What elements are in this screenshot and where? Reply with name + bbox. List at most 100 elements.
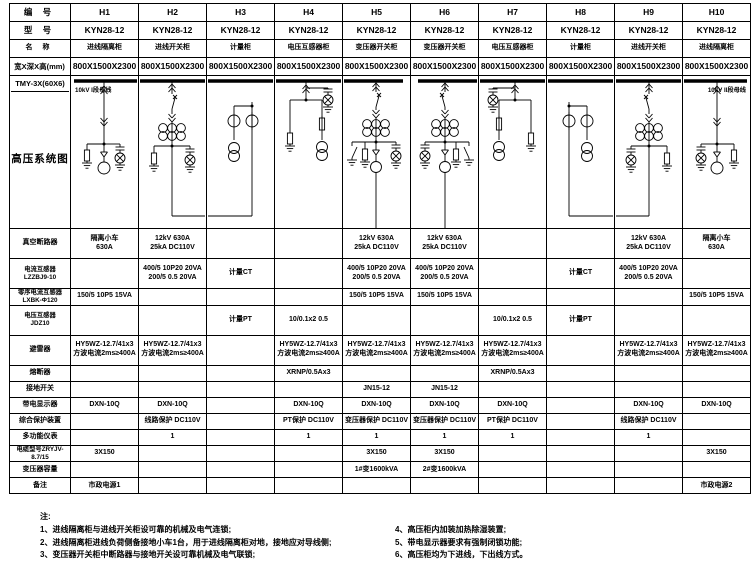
spec-cell-h8: [546, 228, 615, 259]
spec-cell-h5: 1#变1600kVA: [342, 461, 411, 479]
notes-left-column: 1、进线隔离柜与进线开关柜设可靠的机械及电气连锁; 2、进线隔离柜进线负荷侧备接地…: [40, 524, 370, 561]
spec-cell-h3: [206, 428, 275, 446]
busbar-spec-label: TMY-3X(60X6): [11, 77, 69, 92]
row-label: 避雷器: [9, 334, 71, 366]
note-line: 3、变压器开关柜中断路器与接地开关设可靠机械及电气联锁;: [40, 550, 256, 560]
spec-cell-h2: [138, 304, 207, 336]
spec-cell-h3: [206, 444, 275, 463]
spec-cell-h6: [410, 364, 479, 382]
cell-h3: 计量柜: [206, 39, 275, 58]
svg-text:10kV II段母线: 10kV II段母线: [708, 86, 747, 94]
spec-row: 多功能仪表 1 1 1 1 1 1: [9, 428, 751, 446]
row-label: 多功能仪表: [9, 428, 71, 446]
spec-cell-h8: [546, 461, 615, 479]
spec-cell-h1: [70, 461, 139, 479]
spec-cell-h10: 3X150: [682, 444, 751, 463]
spec-cell-h6: [410, 477, 479, 495]
cell-h10: KYN28-12: [682, 21, 751, 40]
cell-h7: KYN28-12: [478, 21, 547, 40]
spec-cell-h1: HY5WZ-12.7/41x3 方波电流2ms≥400A: [70, 334, 139, 366]
spec-cell-h9: [614, 380, 683, 398]
cell-h10: H10: [682, 3, 751, 22]
row-label: 备注: [9, 477, 71, 495]
spec-cell-h2: DXN-10Q: [138, 396, 207, 414]
spec-cell-h9: 1: [614, 428, 683, 446]
spec-cell-h2: [138, 380, 207, 398]
cell-h5: 800X1500X2300: [342, 57, 411, 76]
spec-cell-h10: [682, 364, 751, 382]
header-row: 宽X深X高(mm) 800X1500X2300 800X1500X2300 800X1…: [9, 57, 751, 76]
spec-cell-h3: [206, 288, 275, 306]
spec-cell-h8: [546, 396, 615, 414]
diagram-cell-h10: 10kV II段母线: [682, 75, 751, 229]
diagram-cell-h1: 10kV I段母线: [70, 75, 139, 229]
spec-cell-h1: 市政电源1: [70, 477, 139, 495]
cell-h10: 800X1500X2300: [682, 57, 751, 76]
spec-cell-h2: 1: [138, 428, 207, 446]
cell-h4: KYN28-12: [274, 21, 343, 40]
spec-cell-h7: [478, 380, 547, 398]
one-line-diagram: 10kV II段母线: [684, 79, 747, 175]
cell-h1: H1: [70, 3, 139, 22]
spec-cell-h4: [274, 380, 343, 398]
spec-cell-h4: [274, 477, 343, 495]
spec-cell-h6: 2#变1600kVA: [410, 461, 479, 479]
spec-cell-h8: [546, 288, 615, 306]
row-label: 编 号: [9, 3, 71, 22]
header-row: 名 称进线隔离柜 进线开关柜 计量柜 电压互感器柜 变压器开关柜 变压器开关柜 电压互感器柜…: [9, 39, 751, 58]
spec-cell-h5: 1: [342, 428, 411, 446]
spec-cell-h1: [70, 364, 139, 382]
note-line: 2、进线隔离柜进线负荷侧备接地小车1台，用于进线隔离柜对地，接地应对导线侧;: [40, 537, 332, 547]
row-label: 型 号: [9, 21, 71, 40]
spec-cell-h2: [138, 477, 207, 495]
spec-cell-h8: 计量PT: [546, 304, 615, 336]
one-line-diagram: [480, 79, 545, 161]
row-label: 变压器容量: [9, 461, 71, 479]
drawing-sheet: 编 号 H1 H2 H3 H4 H5 H6 H7 H8 H9 H10 型 号 KYN28-12 KYN28…: [0, 3, 751, 588]
header-row: 编 号 H1 H2 H3 H4 H5 H6 H7 H8 H9 H10: [9, 3, 751, 22]
spec-cell-h9: 线路保护 DC110V: [614, 412, 683, 430]
spec-cell-h10: [682, 258, 751, 289]
spec-row: 带电显示器 DXN-10Q DXN-10Q DXN-10Q DXN-10Q DXN-10Q…: [9, 396, 751, 414]
cell-h6: 变压器开关柜: [410, 39, 479, 58]
note-line: 6、高压柜均为下进线，下出线方式。: [395, 550, 528, 560]
spec-cell-h9: 400/5 10P20 20VA 200/5 0.5 20VA: [614, 258, 683, 289]
spec-cell-h5: 3X150: [342, 444, 411, 463]
cell-h3: KYN28-12: [206, 21, 275, 40]
spec-cell-h7: [478, 444, 547, 463]
row-label: 零序电流互感器LXBK-Φ120: [9, 288, 71, 306]
cell-h1: 进线隔离柜: [70, 39, 139, 58]
spec-cell-h1: 150/5 10P5 15VA: [70, 288, 139, 306]
spec-cell-h5: HY5WZ-12.7/41x3 方波电流2ms≥400A: [342, 334, 411, 366]
one-line-diagram: 10kV I段母线: [74, 79, 137, 175]
diagram-cell-h6: [410, 75, 479, 229]
spec-cell-h1: [70, 304, 139, 336]
spec-cell-h3: 计量PT: [206, 304, 275, 336]
cell-h9: 进线开关柜: [614, 39, 683, 58]
spec-cell-h8: 计量CT: [546, 258, 615, 289]
spec-cell-h6: JN15-12: [410, 380, 479, 398]
spec-cell-h10: [682, 412, 751, 430]
spec-cell-h2: HY5WZ-12.7/41x3 方波电流2ms≥400A: [138, 334, 207, 366]
notes-right-column: 4、高压柜内加装加热除湿装置; 5、带电显示器要求有强制闭锁功能; 6、高压柜均为下…: [395, 524, 725, 561]
spec-cell-h3: [206, 334, 275, 366]
diagram-row: TMY-3X(60X6) 高压系统图 10kV I段母线 10kV II段母线: [9, 75, 751, 229]
spec-cell-h6: 150/5 10P5 15VA: [410, 288, 479, 306]
cell-h2: 进线开关柜: [138, 39, 207, 58]
row-label: 电压互感器 JDZ10: [9, 304, 71, 336]
spec-cell-h1: [70, 428, 139, 446]
spec-cell-h6: 400/5 10P20 20VA 200/5 0.5 20VA: [410, 258, 479, 289]
one-line-diagram: [548, 79, 613, 217]
spec-cell-h5: DXN-10Q: [342, 396, 411, 414]
note-line: 5、带电显示器要求有强制闭锁功能;: [395, 537, 523, 547]
spec-cell-h5: [342, 304, 411, 336]
cell-h2: 800X1500X2300: [138, 57, 207, 76]
spec-row: 零序电流互感器LXBK-Φ120 150/5 10P5 15VA 150/5 10P…: [9, 288, 751, 306]
spec-cell-h8: [546, 364, 615, 382]
spec-cell-h8: [546, 380, 615, 398]
spec-cell-h6: 变压器保护 DC110V: [410, 412, 479, 430]
spec-row: 熔断器 XRNP/0.5Ax3 XRNP/0.5Ax3: [9, 364, 751, 382]
spec-cell-h1: [70, 258, 139, 289]
row-label: 熔断器: [9, 364, 71, 382]
cell-h3: 800X1500X2300: [206, 57, 275, 76]
